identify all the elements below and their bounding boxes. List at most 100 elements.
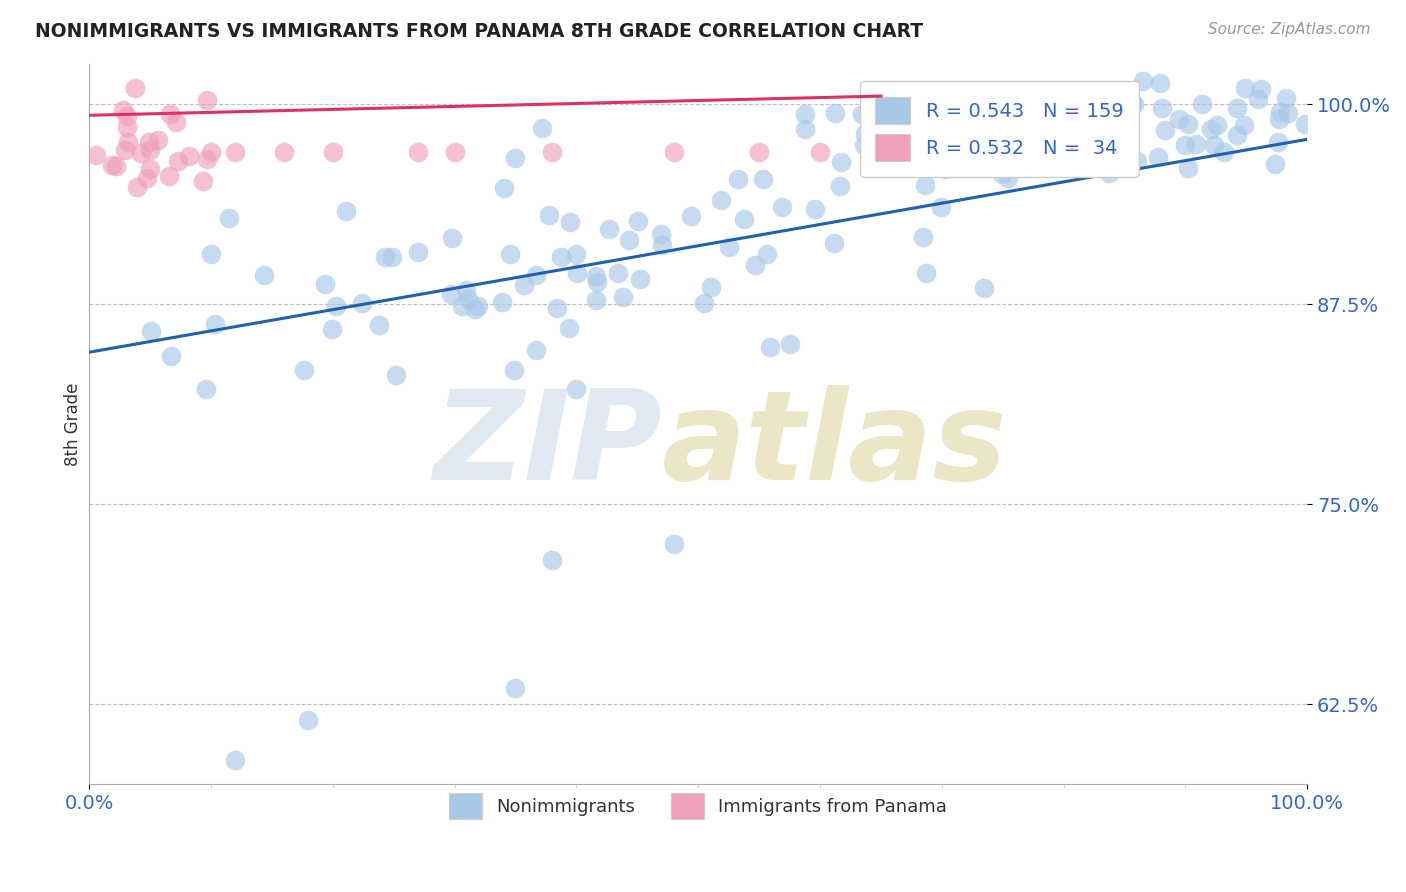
- Point: [321, 322, 343, 336]
- Point: [1185, 137, 1208, 152]
- Point: [1019, 120, 1042, 134]
- Point: [752, 171, 775, 186]
- Point: [990, 112, 1012, 127]
- Point: [953, 140, 976, 154]
- Point: [204, 317, 226, 331]
- Point: [1032, 142, 1054, 156]
- Point: [492, 181, 515, 195]
- Point: [1122, 97, 1144, 112]
- Point: [1126, 154, 1149, 169]
- Point: [1001, 123, 1024, 137]
- Point: [406, 145, 429, 160]
- Point: [914, 266, 936, 280]
- Point: [1033, 101, 1056, 115]
- Point: [808, 145, 831, 160]
- Point: [779, 336, 801, 351]
- Point: [828, 178, 851, 193]
- Point: [1114, 120, 1136, 134]
- Point: [440, 286, 463, 301]
- Point: [350, 296, 373, 310]
- Y-axis label: 8th Grade: 8th Grade: [65, 383, 82, 466]
- Point: [935, 128, 957, 143]
- Point: [1084, 120, 1107, 134]
- Point: [200, 145, 222, 160]
- Point: [1132, 74, 1154, 88]
- Point: [586, 275, 609, 289]
- Text: Source: ZipAtlas.com: Source: ZipAtlas.com: [1208, 22, 1371, 37]
- Point: [124, 81, 146, 95]
- Point: [1152, 101, 1174, 115]
- Point: [443, 145, 465, 160]
- Point: [693, 296, 716, 310]
- Point: [503, 151, 526, 165]
- Point: [191, 173, 214, 187]
- Point: [598, 222, 620, 236]
- Point: [759, 340, 782, 354]
- Point: [1268, 112, 1291, 127]
- Point: [84, 148, 107, 162]
- Point: [384, 368, 406, 382]
- Point: [770, 200, 793, 214]
- Point: [1205, 118, 1227, 132]
- Point: [136, 171, 159, 186]
- Point: [970, 119, 993, 133]
- Point: [1191, 96, 1213, 111]
- Point: [454, 283, 477, 297]
- Point: [973, 281, 995, 295]
- Point: [980, 109, 1002, 123]
- Point: [1153, 123, 1175, 137]
- Point: [1226, 128, 1249, 142]
- Point: [1247, 92, 1270, 106]
- Point: [314, 277, 336, 292]
- Point: [513, 277, 536, 292]
- Point: [224, 145, 246, 160]
- Point: [406, 244, 429, 259]
- Point: [1098, 167, 1121, 181]
- Point: [585, 268, 607, 283]
- Point: [457, 292, 479, 306]
- Point: [606, 267, 628, 281]
- Point: [939, 128, 962, 143]
- Point: [166, 153, 188, 168]
- Point: [651, 238, 673, 252]
- Point: [1029, 145, 1052, 160]
- Point: [1177, 161, 1199, 176]
- Point: [1063, 103, 1085, 117]
- Point: [1267, 135, 1289, 149]
- Point: [146, 133, 169, 147]
- Point: [794, 106, 817, 120]
- Point: [368, 318, 391, 333]
- Point: [727, 172, 749, 186]
- Point: [218, 211, 240, 225]
- Point: [273, 145, 295, 160]
- Point: [159, 107, 181, 121]
- Point: [524, 343, 547, 357]
- Point: [650, 227, 672, 241]
- Point: [1274, 91, 1296, 105]
- Point: [699, 279, 721, 293]
- Point: [627, 214, 650, 228]
- Point: [865, 124, 887, 138]
- Point: [381, 250, 404, 264]
- Point: [823, 235, 845, 250]
- Point: [160, 349, 183, 363]
- Point: [157, 169, 180, 183]
- Point: [1212, 145, 1234, 160]
- Point: [138, 161, 160, 176]
- Point: [932, 100, 955, 114]
- Point: [224, 753, 246, 767]
- Point: [718, 240, 741, 254]
- Point: [141, 324, 163, 338]
- Point: [467, 299, 489, 313]
- Point: [755, 246, 778, 260]
- Point: [440, 231, 463, 245]
- Point: [1087, 126, 1109, 140]
- Point: [195, 382, 218, 396]
- Point: [292, 363, 315, 377]
- Point: [524, 268, 547, 282]
- Point: [1277, 106, 1299, 120]
- Point: [914, 178, 936, 192]
- Point: [252, 268, 274, 282]
- Point: [733, 211, 755, 226]
- Text: atlas: atlas: [662, 385, 1008, 507]
